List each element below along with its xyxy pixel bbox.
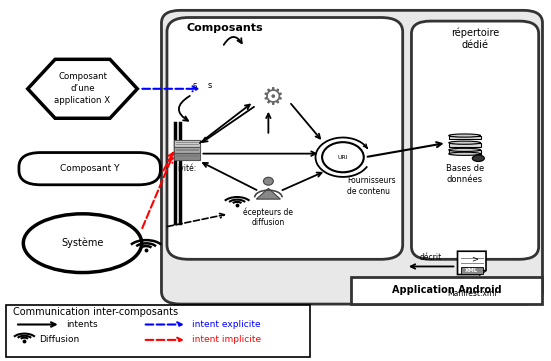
Text: Communication inter-composants: Communication inter-composants: [13, 307, 179, 317]
Polygon shape: [457, 251, 486, 274]
Ellipse shape: [449, 148, 480, 152]
Text: écepteurs de
diffusion: écepteurs de diffusion: [244, 207, 293, 227]
FancyBboxPatch shape: [174, 140, 200, 147]
Text: ⚙: ⚙: [262, 86, 284, 110]
Text: intent implicite: intent implicite: [192, 335, 261, 344]
Text: Diffusion: Diffusion: [39, 335, 79, 344]
Ellipse shape: [449, 141, 480, 144]
Text: URI: URI: [338, 155, 348, 160]
Text: ivité:: ivité:: [177, 164, 196, 173]
FancyBboxPatch shape: [161, 10, 543, 304]
Ellipse shape: [472, 155, 484, 161]
Text: s: s: [192, 81, 197, 90]
Text: XML: XML: [465, 268, 478, 273]
FancyBboxPatch shape: [449, 150, 480, 154]
Text: s: s: [208, 81, 212, 90]
Text: répertoire
dédié: répertoire dédié: [451, 28, 499, 50]
Text: Manifest.xml: Manifest.xml: [447, 289, 496, 298]
Text: >: >: [471, 255, 478, 264]
Text: Application Android: Application Android: [392, 286, 501, 295]
FancyBboxPatch shape: [412, 21, 539, 259]
Text: décrit: décrit: [420, 253, 442, 262]
FancyBboxPatch shape: [449, 135, 480, 139]
FancyBboxPatch shape: [6, 305, 310, 357]
Text: Bases de
données: Bases de données: [446, 164, 484, 184]
FancyBboxPatch shape: [19, 153, 160, 185]
Polygon shape: [479, 270, 486, 274]
Text: intents: intents: [66, 320, 98, 329]
FancyBboxPatch shape: [461, 268, 483, 274]
FancyBboxPatch shape: [351, 277, 542, 304]
Polygon shape: [256, 188, 280, 199]
Text: Composant Y: Composant Y: [60, 164, 120, 173]
Ellipse shape: [449, 152, 480, 155]
Ellipse shape: [23, 214, 142, 273]
Text: Composants: Composants: [187, 23, 263, 33]
FancyBboxPatch shape: [174, 147, 200, 153]
Text: Système: Système: [61, 238, 104, 248]
Ellipse shape: [449, 134, 480, 137]
Polygon shape: [28, 59, 137, 118]
FancyBboxPatch shape: [167, 18, 403, 259]
FancyBboxPatch shape: [174, 153, 200, 160]
Text: intent explicite: intent explicite: [192, 320, 261, 329]
Text: Composant
d’une
application X: Composant d’une application X: [55, 73, 111, 105]
Text: Fournisseurs
de contenu: Fournisseurs de contenu: [347, 176, 396, 196]
Ellipse shape: [263, 177, 273, 185]
FancyBboxPatch shape: [449, 143, 480, 147]
Ellipse shape: [322, 142, 364, 172]
